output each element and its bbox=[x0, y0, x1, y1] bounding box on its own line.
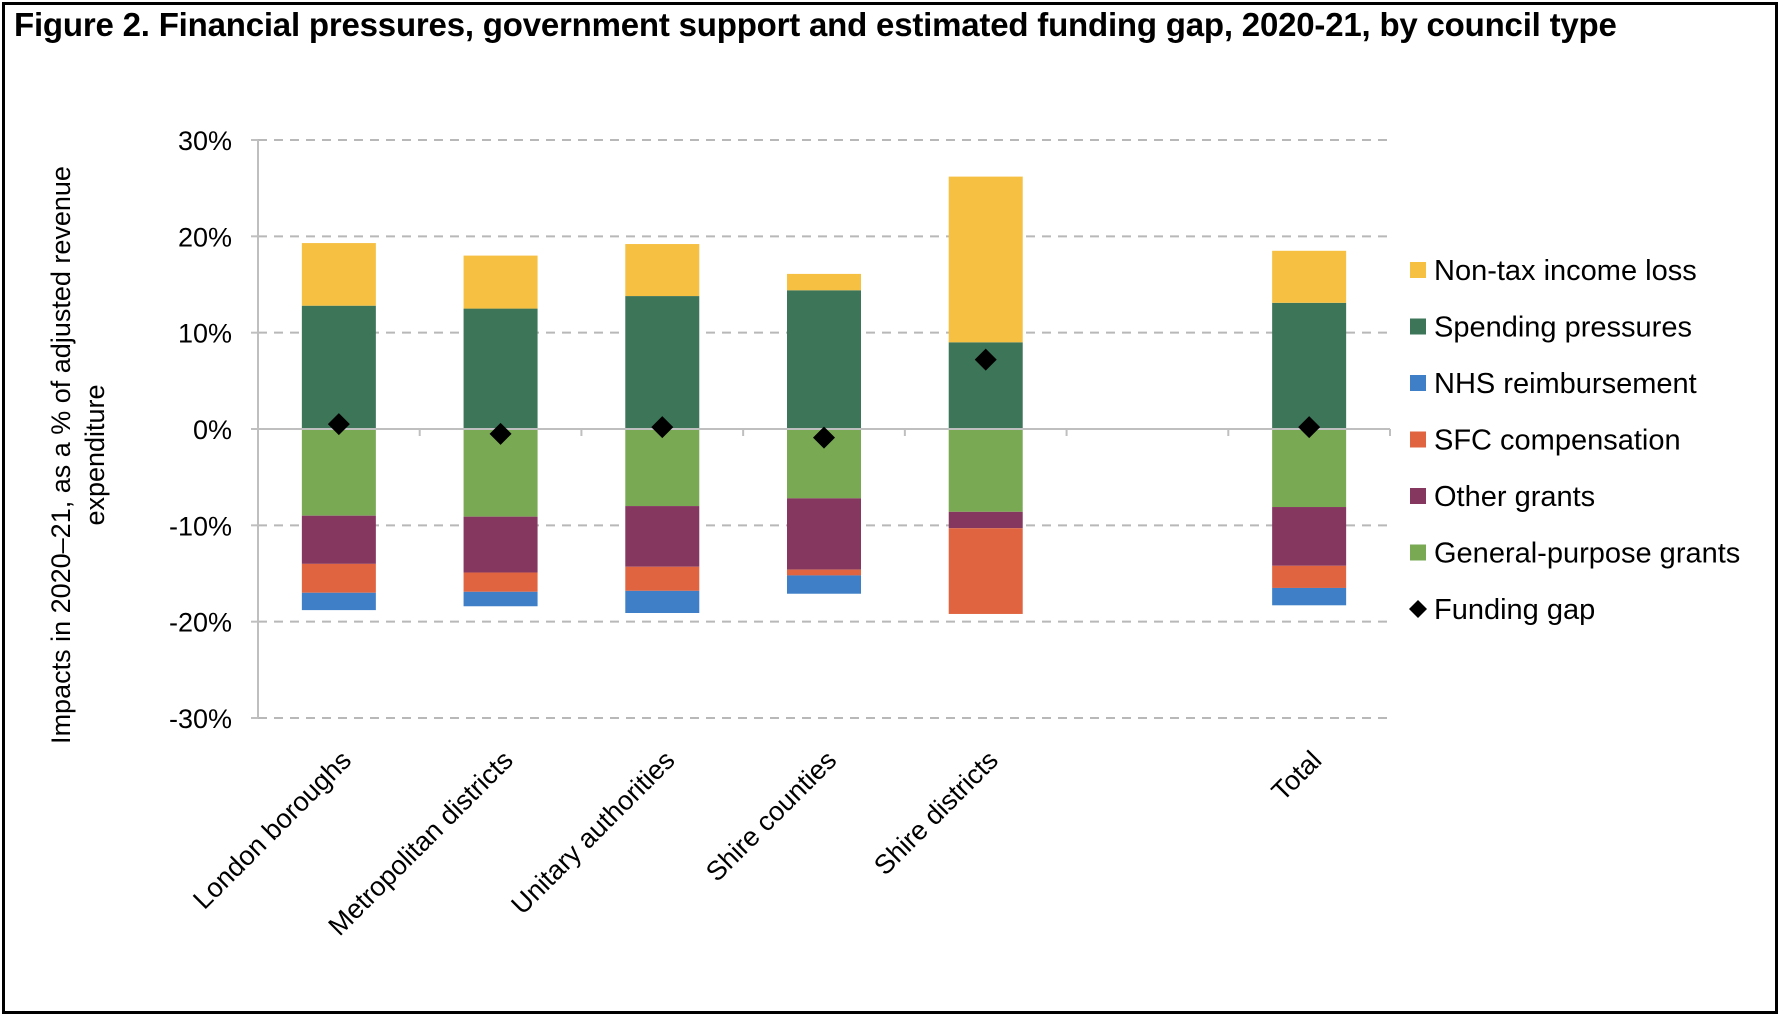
bar-segment-sfc-compensation bbox=[1272, 565, 1347, 588]
legend-label: Other grants bbox=[1434, 481, 1595, 513]
bar-segment-general-purpose-grants bbox=[948, 429, 1023, 512]
bar-segment-other-grants bbox=[625, 506, 700, 567]
bar-segment-sfc-compensation bbox=[301, 563, 376, 593]
bar-segment-nhs-reimbursement bbox=[463, 591, 538, 607]
legend-label: NHS reimbursement bbox=[1434, 368, 1697, 400]
bar-segment-sfc-compensation bbox=[948, 528, 1023, 614]
funding-gap-marker bbox=[813, 426, 835, 449]
legend-label: SFC compensation bbox=[1434, 425, 1681, 457]
y-axis-label-line2: expenditure bbox=[80, 384, 110, 525]
bar-segment-general-purpose-grants bbox=[625, 429, 700, 507]
bar-segment-other-grants bbox=[1272, 507, 1347, 566]
y-tick-label: 30% bbox=[178, 126, 232, 156]
bar-segment-nhs-reimbursement bbox=[1272, 587, 1347, 606]
legend-swatch bbox=[1410, 375, 1426, 391]
y-tick-label: -20% bbox=[169, 608, 232, 638]
legend-label: Funding gap bbox=[1434, 594, 1595, 626]
funding-gap-marker bbox=[651, 416, 674, 439]
bar-segment-sfc-compensation bbox=[787, 569, 861, 576]
y-tick-label: -10% bbox=[169, 511, 232, 541]
bar-segment-other-grants bbox=[301, 515, 376, 564]
bar-segment-sfc-compensation bbox=[625, 566, 700, 591]
bar-segment-sfc-compensation bbox=[463, 572, 538, 592]
bar-segment-non-tax-income-loss bbox=[463, 255, 538, 309]
bar-segment-spending-pressures bbox=[463, 308, 538, 429]
legend-swatch bbox=[1410, 262, 1426, 278]
bar-segment-other-grants bbox=[787, 498, 861, 570]
bar-segment-non-tax-income-loss bbox=[625, 244, 700, 297]
legend-label: Non-tax income loss bbox=[1434, 255, 1697, 287]
bar-segment-non-tax-income-loss bbox=[1272, 250, 1347, 303]
bar-segment-non-tax-income-loss bbox=[948, 176, 1023, 343]
legend-swatch bbox=[1410, 431, 1426, 448]
funding-gap-marker bbox=[1298, 416, 1321, 439]
y-tick-label: 20% bbox=[178, 222, 232, 252]
legend-swatch bbox=[1410, 544, 1426, 561]
funding-gap-marker bbox=[974, 348, 997, 371]
legend-swatch bbox=[1410, 488, 1426, 504]
y-tick-label: -30% bbox=[169, 704, 232, 734]
bar-segment-nhs-reimbursement bbox=[787, 575, 861, 594]
x-tick-label: Shire counties bbox=[700, 745, 842, 887]
x-tick-label: Metropolitan districts bbox=[323, 745, 519, 941]
bar-segment-spending-pressures bbox=[1272, 302, 1347, 429]
legend-label: Spending pressures bbox=[1434, 312, 1692, 344]
y-tick-label: 0% bbox=[193, 415, 232, 445]
x-tick-label: London boroughs bbox=[187, 745, 357, 915]
bar-segment-general-purpose-grants bbox=[1272, 429, 1347, 508]
axes bbox=[251, 139, 1391, 719]
funding-gap-marker bbox=[327, 413, 350, 436]
bar-segment-other-grants bbox=[463, 516, 538, 573]
bar-segment-other-grants bbox=[948, 511, 1023, 529]
legend-label: General-purpose grants bbox=[1434, 538, 1740, 570]
x-tick-label: Unitary authorities bbox=[505, 745, 680, 920]
y-tick-labels: 30% 20% 10% 0% -10% -20% -30% bbox=[169, 126, 232, 734]
legend-marker-funding-gap bbox=[1409, 600, 1427, 618]
y-tick-label: 10% bbox=[178, 319, 232, 349]
bar-segment-spending-pressures bbox=[787, 290, 861, 429]
bar-segment-non-tax-income-loss bbox=[301, 243, 376, 306]
bar-segment-nhs-reimbursement bbox=[625, 590, 700, 613]
funding-gap-markers bbox=[327, 348, 1321, 449]
bar-segment-general-purpose-grants bbox=[301, 429, 376, 516]
x-tick-label: Total bbox=[1266, 745, 1328, 807]
chart-title: Figure 2. Financial pressures, governmen… bbox=[14, 6, 1617, 43]
legend: Non-tax income loss Spending pressures NHS… bbox=[1409, 255, 1740, 626]
bars bbox=[301, 176, 1347, 614]
bar-segment-spending-pressures bbox=[301, 305, 376, 429]
bar-segment-non-tax-income-loss bbox=[787, 273, 861, 291]
bar-segment-spending-pressures bbox=[625, 296, 700, 429]
legend-swatch bbox=[1410, 318, 1426, 335]
x-tick-label: Shire districts bbox=[868, 745, 1004, 881]
y-axis-label-line1: Impacts in 2020–21, as a % of adjusted r… bbox=[46, 166, 76, 744]
funding-gap-marker bbox=[489, 422, 512, 445]
bar-segment-nhs-reimbursement bbox=[301, 592, 376, 611]
